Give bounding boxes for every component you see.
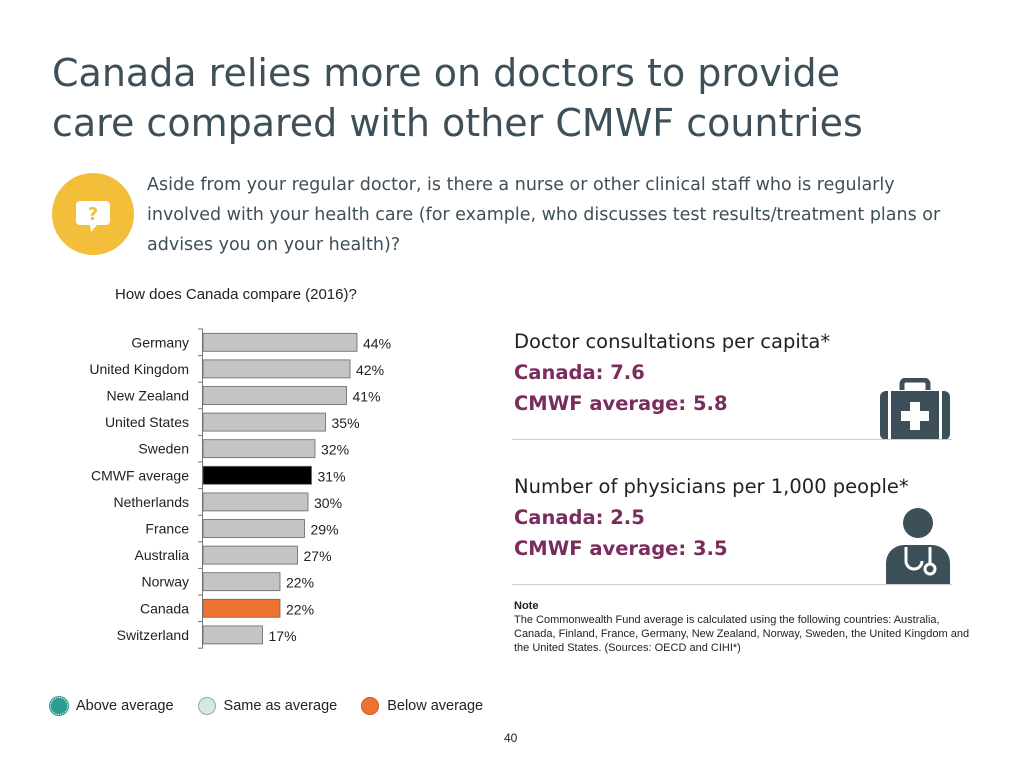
legend-dot-below — [361, 697, 380, 715]
page-title: Canada relies more on doctors to provide… — [52, 48, 952, 148]
question-bubble-icon: ? — [52, 173, 134, 255]
category-label: CMWF average — [91, 467, 189, 483]
bar-cmwf-average — [202, 465, 312, 485]
legend-label-above: Above average — [76, 698, 174, 714]
category-label: Netherlands — [114, 494, 190, 510]
stat-consultations: Doctor consultations per capita* Canada:… — [514, 326, 944, 419]
bar-new-zealand — [202, 386, 347, 405]
medical-kit-icon — [878, 377, 952, 447]
bar-france — [202, 519, 305, 538]
value-label: 44% — [363, 335, 391, 351]
bar-germany — [202, 332, 358, 352]
value-label: 30% — [314, 495, 342, 511]
category-label: Switzerland — [117, 627, 189, 643]
value-label: 22% — [286, 575, 314, 591]
value-label: 41% — [353, 389, 381, 405]
value-label: 42% — [356, 362, 384, 378]
category-label: United Kingdom — [89, 361, 189, 377]
page-number: 40 — [504, 731, 518, 745]
stat-consultations-average: CMWF average: 5.8 — [514, 392, 728, 415]
stat-physicians-average: CMWF average: 3.5 — [514, 537, 728, 560]
bar-sweden — [202, 439, 316, 459]
title-line-2: care compared with other CMWF countries — [52, 101, 863, 145]
value-label: 29% — [311, 522, 339, 538]
legend-dot-above — [50, 697, 68, 715]
stat-physicians: Number of physicians per 1,000 people* C… — [514, 471, 944, 564]
bar-switzerland — [202, 625, 263, 645]
legend-item-below: Below average — [361, 697, 483, 715]
value-label: 17% — [269, 628, 297, 644]
category-label: Canada — [140, 600, 189, 616]
category-label: Sweden — [138, 441, 189, 457]
bar-united-kingdom — [202, 359, 351, 379]
svg-text:?: ? — [88, 204, 98, 225]
value-label: 31% — [318, 468, 346, 484]
value-label: 22% — [286, 601, 314, 617]
legend-item-above: Above average — [50, 697, 174, 715]
note-box: Note The Commonwealth Fund average is ca… — [514, 599, 984, 655]
legend: Above average Same as average Below aver… — [50, 697, 507, 715]
note-text: The Commonwealth Fund average is calcula… — [514, 614, 970, 654]
value-label: 27% — [304, 548, 332, 564]
stat-consultations-canada: Canada: 7.6 — [514, 361, 645, 384]
chart-title: How does Canada compare (2016)? — [115, 286, 357, 303]
stat-divider-2 — [512, 584, 952, 585]
category-label: Australia — [135, 547, 190, 563]
bar-chart: Germany 44% United Kingdom 42% New Zealand 41… — [89, 328, 391, 649]
legend-label-below: Below average — [387, 698, 484, 714]
category-label: Germany — [131, 334, 189, 350]
stat-physicians-canada: Canada: 2.5 — [514, 506, 645, 529]
legend-dot-same — [197, 697, 216, 715]
doctor-stethoscope-icon — [884, 507, 952, 592]
note-heading: Note — [514, 600, 539, 612]
stat-consultations-title: Doctor consultations per capita* — [514, 330, 831, 353]
value-label: 32% — [321, 442, 349, 458]
bar-netherlands — [202, 492, 309, 512]
stat-divider-1 — [512, 439, 952, 440]
category-label: Norway — [142, 574, 189, 590]
bar-australia — [202, 545, 298, 565]
value-label: 35% — [332, 415, 360, 431]
category-label: France — [145, 521, 189, 537]
legend-label-same: Same as average — [223, 698, 338, 714]
bar-united-states — [202, 412, 326, 432]
survey-question: Aside from your regular doctor, is there… — [147, 175, 941, 255]
title-line-1: Canada relies more on doctors to provide — [52, 51, 840, 95]
bar-norway — [202, 572, 281, 592]
bar-canada — [202, 598, 281, 618]
category-label: United States — [105, 414, 189, 430]
legend-item-same: Same as average — [197, 697, 338, 715]
stat-physicians-title: Number of physicians per 1,000 people* — [514, 475, 909, 498]
category-label: New Zealand — [107, 388, 190, 404]
